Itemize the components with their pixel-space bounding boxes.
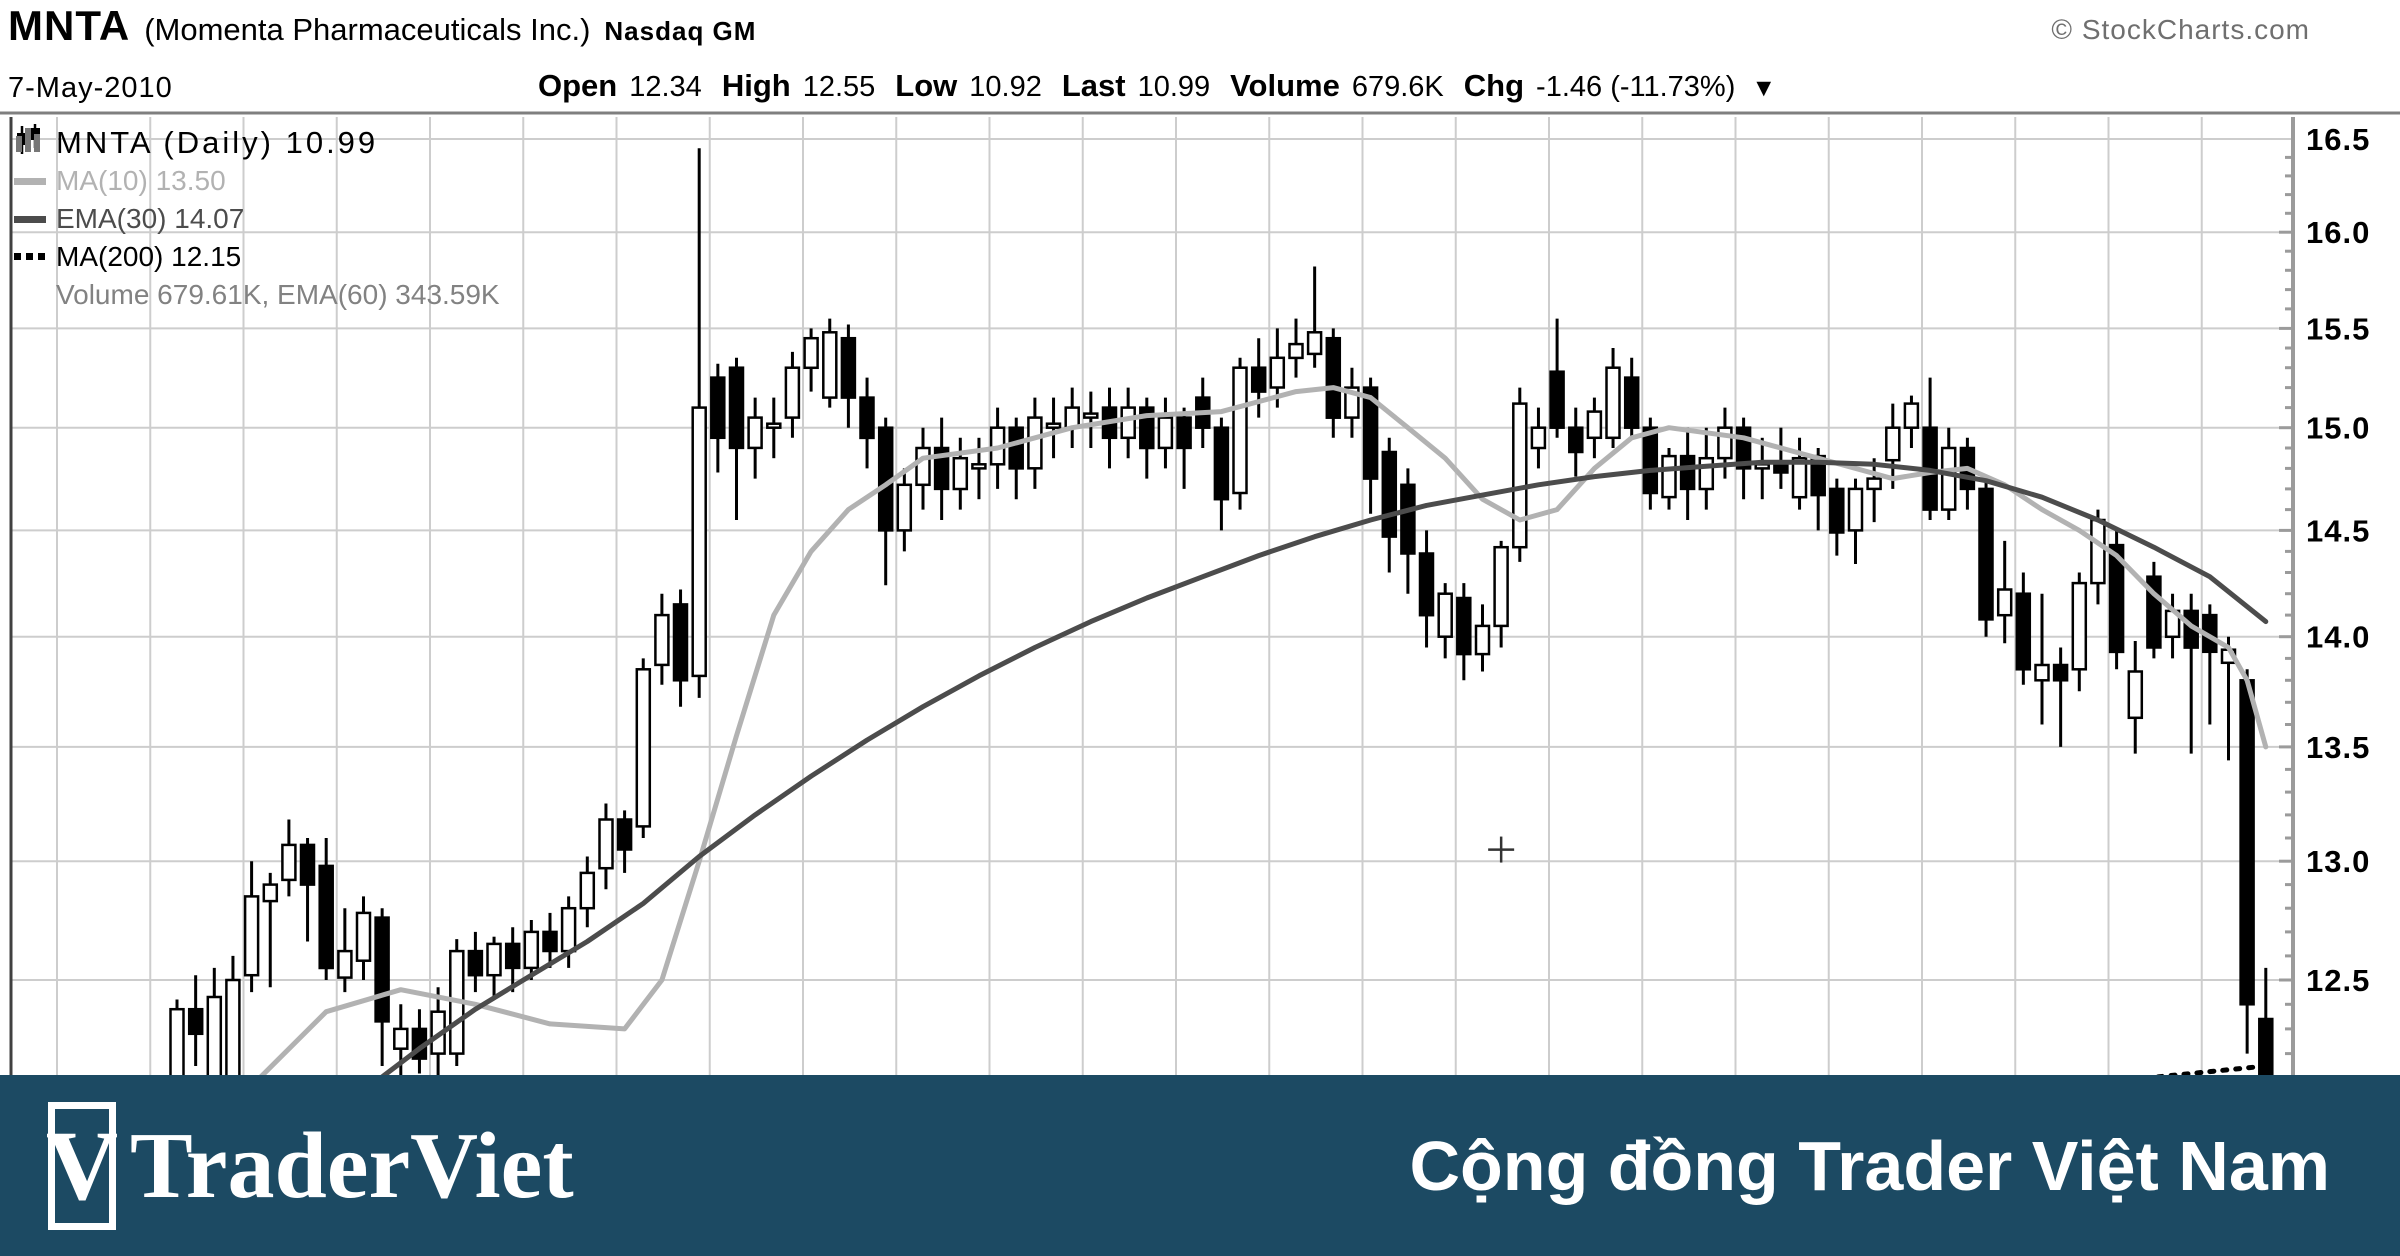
svg-text:13.0: 13.0 bbox=[2306, 844, 2370, 879]
svg-text:14.0: 14.0 bbox=[2306, 620, 2370, 655]
legend-main-label: MNTA (Daily) 10.99 bbox=[56, 125, 379, 160]
svg-text:15.5: 15.5 bbox=[2306, 311, 2370, 346]
overlay-MA200 bbox=[2151, 1063, 2269, 1075]
cursor-cross-icon bbox=[1488, 836, 1515, 863]
low-value: 10.92 bbox=[969, 71, 1042, 103]
open-label: Open bbox=[538, 68, 618, 103]
svg-text:13.5: 13.5 bbox=[2306, 730, 2370, 765]
ma10-line-swatch-icon bbox=[14, 177, 46, 185]
legend-ma10-label: MA(10) 13.50 bbox=[56, 165, 226, 196]
traderviet-logo-icon: V bbox=[45, 1101, 119, 1230]
svg-text:15.0: 15.0 bbox=[2306, 411, 2370, 446]
banner-tagline: Cộng đồng Trader Việt Nam bbox=[1409, 1126, 2331, 1205]
high-label: High bbox=[721, 68, 791, 103]
ma200-dotted-swatch-icon bbox=[14, 253, 46, 261]
chg-value: -1.46 (-11.73%) bbox=[1536, 71, 1736, 103]
chart-legend: MNTA (Daily) 10.99 MA(10) 13.50 EMA(30) … bbox=[14, 124, 500, 314]
legend-ma200-label: MA(200) 12.15 bbox=[56, 241, 242, 272]
last-value: 10.99 bbox=[1137, 71, 1211, 103]
exchange-name: Nasdaq GM bbox=[604, 16, 757, 46]
volume-label: Volume bbox=[1230, 68, 1340, 103]
company-name: (Momenta Pharmaceuticals Inc.) bbox=[144, 12, 591, 47]
chg-label: Chg bbox=[1463, 68, 1525, 103]
legend-row-volume: Volume 679.61K, EMA(60) 343.59K bbox=[14, 128, 500, 314]
svg-text:16.0: 16.0 bbox=[2306, 215, 2370, 250]
ohlc-quote-row: Open 12.34 High 12.55 Low 10.92 Last 10.… bbox=[538, 68, 1776, 104]
legend-row-ema30: EMA(30) 14.07 bbox=[14, 200, 500, 238]
quote-bar: 7-May-2010 Open 12.34 High 12.55 Low 10.… bbox=[8, 66, 2398, 108]
svg-text:12.5: 12.5 bbox=[2306, 963, 2370, 998]
gridlines bbox=[11, 117, 2293, 1075]
svg-text:16.5: 16.5 bbox=[2306, 122, 2370, 157]
plot-area bbox=[11, 117, 2293, 1075]
banner: V TraderViet Cộng đồng Trader Việt Nam bbox=[0, 1075, 2400, 1256]
logo-v-letter: V bbox=[45, 1109, 119, 1221]
last-label: Last bbox=[1061, 68, 1126, 103]
legend-row-ma200: MA(200) 12.15 bbox=[14, 238, 500, 276]
legend-volume-label: Volume 679.61K, EMA(60) 343.59K bbox=[56, 279, 500, 310]
low-label: Low bbox=[895, 68, 958, 103]
ticker-symbol: MNTA bbox=[8, 2, 131, 49]
volume-value: 679.6K bbox=[1351, 71, 1444, 103]
brand-name: TraderViet bbox=[130, 1113, 574, 1218]
svg-text:14.5: 14.5 bbox=[2306, 513, 2370, 548]
stockcharts-credit: © StockCharts.com bbox=[2051, 14, 2310, 45]
price-axis-labels: 16.5 16.0 15.5 15.0 14.5 14.0 13.5 13.0 12.5 bbox=[2306, 122, 2370, 998]
chg-down-arrow-icon: ▼ bbox=[1751, 74, 1777, 102]
high-value: 12.55 bbox=[802, 71, 876, 103]
chart-header: MNTA (Momenta Pharmaceuticals Inc.) Nasd… bbox=[8, 2, 756, 50]
overlay-EMA30 bbox=[380, 459, 2269, 1075]
open-value: 12.34 bbox=[629, 71, 702, 103]
legend-row-ma10: MA(10) 13.50 bbox=[14, 162, 500, 200]
ema30-line-swatch-icon bbox=[14, 215, 46, 223]
legend-ema30-label: EMA(30) 14.07 bbox=[56, 203, 245, 234]
price-axis-ticks bbox=[2279, 155, 2293, 1056]
legend-row-main: MNTA (Daily) 10.99 bbox=[14, 124, 500, 162]
chart-date: 7-May-2010 bbox=[8, 72, 173, 104]
overlay-MA10 bbox=[259, 385, 2269, 1075]
